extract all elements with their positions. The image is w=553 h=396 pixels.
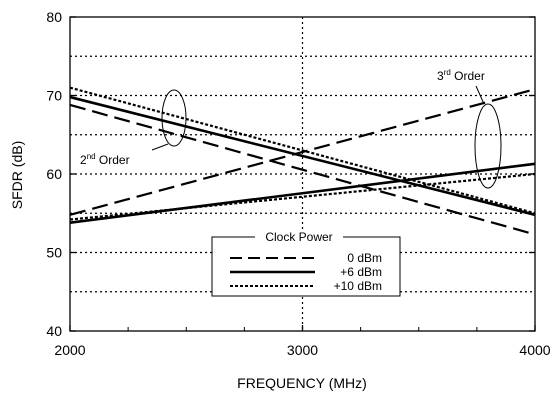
series-line-3rd-order-dashed [69,88,536,216]
y-axis-label: SFDR (dB) [9,141,25,209]
y-tick-label: 60 [46,166,62,182]
x-axis-label: FREQUENCY (MHz) [237,375,367,391]
legend-title-bg [255,230,343,244]
x-tick-label: 3000 [287,342,318,358]
axis-ticks: 40 50 60 70 80 2000 3000 4000 [46,9,550,358]
y-tick-label: 40 [46,323,62,339]
third-order-ellipse [474,103,502,189]
series-group [69,86,536,236]
legend-label-0dbm: 0 dBm [347,251,382,265]
third-order-label: 3rd Order [437,68,485,83]
series-line-3rd-order-dotted [69,172,536,221]
legend-label-6dbm: +6 dBm [340,265,382,279]
series-line-2nd-order-dotted [69,86,536,215]
series-line-2nd-order-solid [69,95,536,217]
second-order-label: 2nd Order [80,152,130,167]
series-line-2nd-order-dashed [69,103,536,236]
second-order-ellipse [161,89,187,147]
x-tick-label: 4000 [519,342,550,358]
y-tick-label: 50 [46,245,62,261]
x-tick-label: 2000 [54,342,85,358]
second-order-pointer [151,143,169,151]
legend-title: Clock Power [265,230,332,244]
y-tick-label: 80 [46,9,62,25]
y-tick-label: 70 [46,88,62,104]
legend-label-10dbm: +10 dBm [334,279,382,293]
legend: Clock Power 0 dBm +6 dBm +10 dBm [211,230,401,297]
third-order-pointer [475,85,485,105]
